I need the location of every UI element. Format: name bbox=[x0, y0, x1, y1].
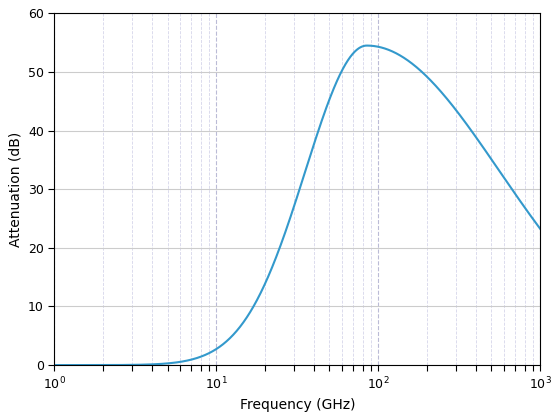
Y-axis label: Attenuation (dB): Attenuation (dB) bbox=[8, 131, 22, 247]
X-axis label: Frequency (GHz): Frequency (GHz) bbox=[240, 398, 355, 412]
